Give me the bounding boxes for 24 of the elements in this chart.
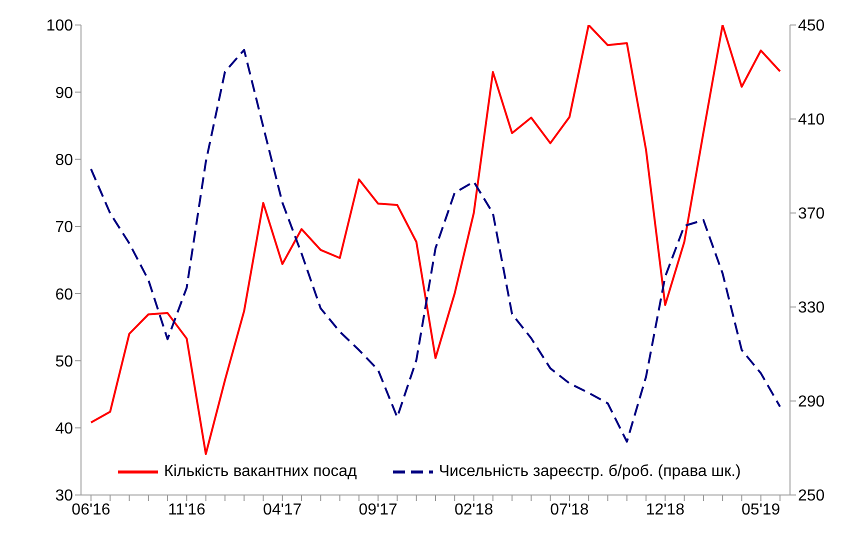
y2-tick-label: 450: [798, 18, 825, 35]
y-tick-label: 100: [46, 18, 74, 35]
x-tick-label: 02'18: [454, 501, 494, 518]
y-tick-label: 60: [55, 286, 74, 304]
y-tick-label: 50: [55, 353, 74, 370]
x-tick-label: 07'18: [550, 501, 589, 518]
y-tick-label: 70: [55, 219, 74, 236]
y-tick-label: 90: [55, 84, 74, 102]
x-tick-label: 05'19: [742, 501, 780, 518]
y-tick-label: 80: [55, 152, 74, 169]
y2-tick-label: 410: [798, 112, 825, 129]
y2-tick-label: 290: [798, 394, 825, 411]
y-tick-label: 40: [55, 420, 74, 438]
y-tick-label: 30: [55, 488, 74, 505]
y2-tick-label: 370: [798, 206, 825, 223]
x-tick-label: 04'17: [263, 501, 302, 518]
x-tick-label: 09'17: [358, 501, 398, 518]
legend-label: Кількість вакантних посад: [164, 463, 357, 481]
y2-tick-label: 250: [798, 488, 825, 505]
legend-label: Чисельність зареєстр. б/роб. (права шк.): [438, 463, 741, 481]
x-tick-label: 12'18: [646, 501, 685, 518]
x-tick-label: 11'16: [168, 501, 206, 518]
y2-tick-label: 330: [798, 300, 825, 317]
x-tick-label: 06'16: [72, 501, 110, 518]
